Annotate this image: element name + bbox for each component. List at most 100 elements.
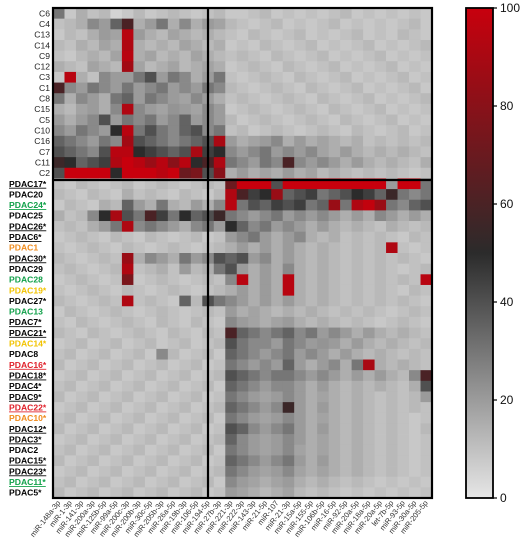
heatmap-cell (236, 380, 249, 392)
heatmap-cell (374, 93, 387, 105)
heatmap-cell (53, 487, 65, 499)
heatmap-cell (144, 71, 157, 83)
heatmap-cell (259, 348, 272, 360)
heatmap-cell (282, 210, 295, 222)
heatmap-cell (53, 39, 65, 52)
heatmap-cell (317, 391, 330, 403)
heatmap-cell (351, 178, 364, 190)
heatmap-cell (121, 114, 134, 126)
heatmap-cell (317, 316, 330, 328)
heatmap-cell (259, 253, 272, 265)
heatmap-cell (420, 423, 433, 435)
heatmap-cell (363, 50, 375, 62)
heatmap-cell (144, 135, 157, 147)
heatmap-cell (225, 284, 238, 297)
heatmap-cell (409, 210, 421, 222)
heatmap-cell (53, 444, 65, 456)
heatmap-cell (98, 242, 111, 254)
heatmap-cell (363, 125, 375, 137)
heatmap-cell (305, 178, 318, 190)
heatmap-cell (133, 157, 146, 169)
heatmap-cell (386, 295, 398, 307)
heatmap-cell (305, 167, 318, 179)
heatmap-cell (156, 444, 169, 456)
heatmap-cell (305, 338, 318, 350)
heatmap-cell (420, 157, 433, 169)
heatmap-cell (248, 82, 261, 94)
heatmap-cell (282, 338, 295, 350)
heatmap-cell (328, 18, 341, 30)
heatmap-cell (156, 412, 169, 424)
heatmap-cell (317, 466, 330, 478)
heatmap-cell (75, 391, 88, 403)
heatmap-cell (363, 18, 375, 30)
heatmap-cell (374, 178, 387, 190)
heatmap-cell (374, 8, 387, 20)
heatmap-cell (305, 391, 318, 403)
heatmap-cell (53, 125, 65, 137)
heatmap-cell (397, 444, 410, 456)
heatmap-cell (248, 199, 261, 211)
colorbar-tick-label: 0 (500, 491, 507, 505)
heatmap-cell (236, 284, 249, 297)
heatmap-cell (225, 29, 238, 41)
heatmap-cell (156, 263, 169, 275)
heatmap-cell (282, 82, 295, 94)
heatmap-cell (305, 103, 318, 115)
heatmap-cell (121, 125, 134, 137)
heatmap-cell (351, 423, 364, 435)
heatmap-cell (225, 434, 238, 446)
heatmap-cell (225, 8, 238, 20)
heatmap-cell (225, 348, 238, 360)
heatmap-cell (294, 103, 307, 115)
heatmap-cell (179, 210, 192, 222)
heatmap-cell (294, 423, 307, 435)
heatmap-cell (259, 50, 272, 62)
heatmap-cell (98, 8, 111, 20)
heatmap-cell (75, 29, 88, 41)
heatmap-cell (121, 316, 134, 328)
heatmap-cell (317, 135, 330, 147)
heatmap-cell (305, 466, 318, 478)
heatmap-cell (386, 167, 398, 179)
heatmap-cell (340, 316, 352, 328)
heatmap-cell (294, 476, 307, 488)
heatmap-cell (305, 231, 318, 243)
heatmap-cell (282, 61, 295, 73)
heatmap-cell (167, 444, 180, 456)
heatmap-cell (144, 338, 157, 350)
heatmap-cell (98, 338, 111, 350)
heatmap-cell (374, 487, 387, 499)
heatmap-cell (87, 82, 100, 94)
heatmap-cell (340, 359, 352, 371)
heatmap-cell (213, 412, 226, 424)
row-label: C1 (39, 83, 50, 93)
heatmap-cell (121, 274, 134, 286)
heatmap-cell (87, 210, 100, 222)
heatmap-cell (340, 423, 352, 435)
heatmap-cell (64, 412, 77, 424)
heatmap-cell (225, 231, 238, 243)
heatmap-cell (133, 455, 146, 467)
heatmap-cell (98, 103, 111, 115)
heatmap-cell (121, 61, 134, 73)
heatmap-cell (363, 199, 375, 211)
heatmap-cell (420, 242, 433, 254)
heatmap-cell (420, 370, 433, 382)
heatmap-cell (121, 284, 134, 297)
heatmap-cell (225, 476, 238, 488)
heatmap-cell (420, 103, 433, 115)
heatmap-cell (282, 18, 295, 30)
heatmap-cell (351, 50, 364, 62)
heatmap-cell (225, 189, 238, 201)
heatmap-cell (213, 423, 226, 435)
heatmap-cell (282, 284, 295, 297)
heatmap-cell (236, 434, 249, 446)
heatmap-cell (248, 434, 261, 446)
heatmap-cell (328, 295, 341, 307)
heatmap-cell (53, 359, 65, 371)
heatmap-cell (248, 221, 261, 233)
heatmap-cell (121, 231, 134, 243)
heatmap-cell (167, 327, 180, 339)
heatmap-cell (305, 125, 318, 137)
